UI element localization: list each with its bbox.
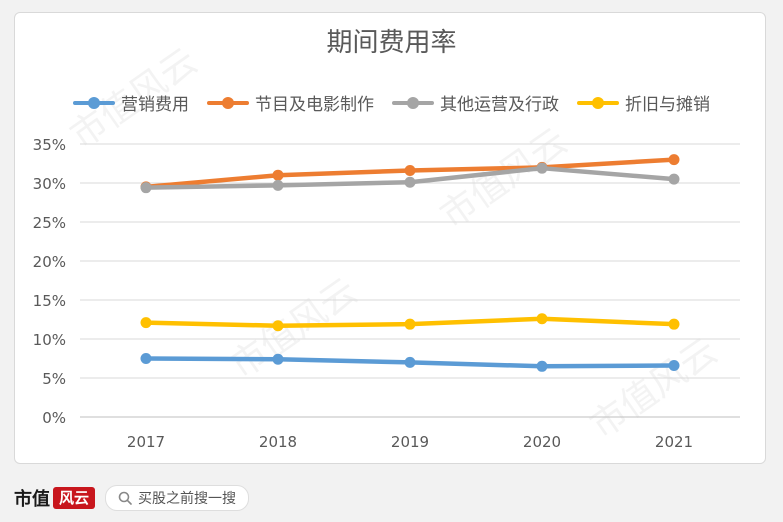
- brand-text: 市值: [14, 489, 50, 510]
- data-point: [272, 169, 284, 181]
- data-point: [668, 173, 680, 185]
- data-point: [140, 353, 152, 364]
- legend-swatch-icon: [207, 96, 249, 109]
- data-point: [404, 356, 416, 368]
- legend-label: 折旧与摊销: [625, 95, 710, 115]
- chart-title: 期间费用率: [326, 28, 457, 58]
- y-tick-label: 30%: [33, 175, 66, 193]
- data-point: [536, 313, 548, 325]
- data-point: [272, 179, 284, 191]
- brand-tag: 风云: [53, 487, 96, 509]
- y-tick-label: 5%: [42, 370, 66, 388]
- data-point: [404, 176, 416, 188]
- legend-item-other-ops: 其他运营及行政: [392, 90, 559, 115]
- data-point: [668, 154, 680, 166]
- data-point: [272, 353, 284, 365]
- legend-label: 其他运营及行政: [440, 95, 559, 115]
- y-tick-label: 15%: [33, 292, 66, 310]
- y-tick-label: 10%: [33, 331, 66, 349]
- x-tick-label: 2017: [127, 433, 165, 451]
- legend-label: 营销费用: [121, 95, 189, 115]
- y-tick-label: 35%: [33, 136, 66, 154]
- chart-legend: 营销费用 节目及电影制作 其他运营及行政 折旧与摊销: [0, 90, 783, 115]
- legend-swatch-icon: [577, 96, 619, 109]
- data-point: [536, 360, 548, 372]
- line-chart-plot: 0% 5% 10% 15% 20% 25% 30% 35% 2017 2018 2019 2020 20…: [33, 136, 740, 451]
- y-tick-label: 20%: [33, 253, 66, 271]
- data-point: [668, 318, 680, 330]
- legend-swatch-icon: [73, 96, 115, 109]
- x-tick-label: 2019: [391, 433, 429, 451]
- x-tick-label: 2021: [655, 433, 693, 451]
- legend-item-depreciation: 折旧与摊销: [577, 90, 710, 115]
- data-point: [140, 182, 152, 194]
- y-tick-label: 0%: [42, 409, 66, 427]
- legend-item-marketing: 营销费用: [73, 90, 189, 115]
- brand-logo: 市值 风云: [14, 485, 96, 511]
- legend-swatch-icon: [392, 96, 434, 109]
- legend-label: 节目及电影制作: [255, 95, 374, 115]
- footer-bar: 市值 风云 买股之前搜一搜: [0, 478, 783, 518]
- x-tick-label: 2020: [523, 433, 561, 451]
- x-tick-label: 2018: [259, 433, 297, 451]
- search-pill[interactable]: 买股之前搜一搜: [105, 485, 250, 511]
- data-point: [140, 317, 152, 329]
- data-point: [404, 318, 416, 330]
- search-icon: [118, 491, 132, 505]
- data-point: [272, 320, 284, 332]
- legend-item-production: 节目及电影制作: [207, 90, 374, 115]
- search-text: 买股之前搜一搜: [138, 491, 237, 507]
- y-tick-label: 25%: [33, 214, 66, 232]
- data-point: [536, 162, 548, 174]
- data-point: [668, 360, 680, 372]
- chart-card: [14, 12, 766, 464]
- data-point: [404, 165, 416, 177]
